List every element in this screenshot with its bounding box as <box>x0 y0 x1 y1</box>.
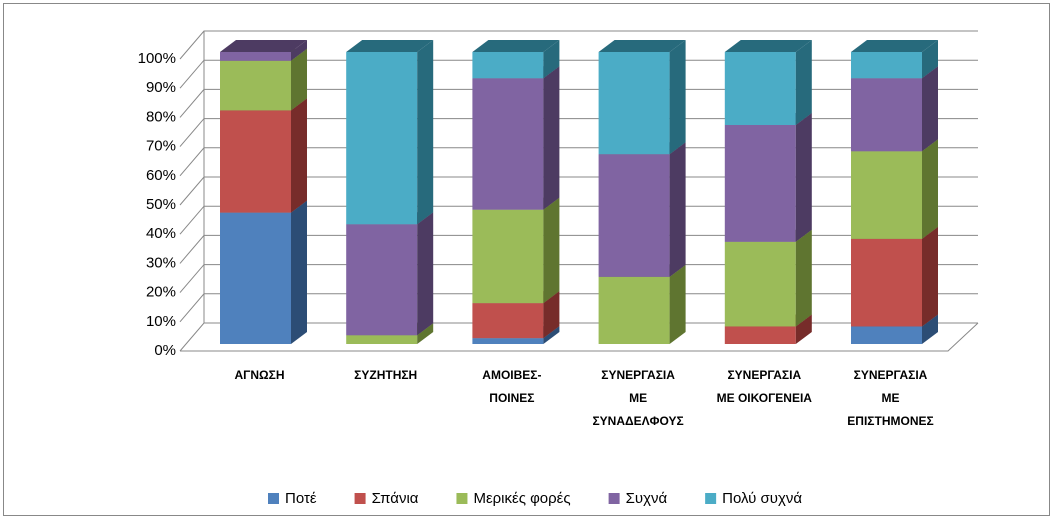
bar-segment <box>472 303 544 339</box>
bar-segment <box>724 326 796 344</box>
legend-swatch <box>354 493 366 504</box>
bar-top <box>472 40 560 52</box>
x-tick-label: ΑΓΝΩΣΗ <box>234 368 284 382</box>
bar-top <box>724 40 812 52</box>
bar-side <box>795 229 812 327</box>
y-tick-label: 60% <box>146 167 176 184</box>
bar-segment <box>220 52 291 61</box>
y-tick-label: 100% <box>138 50 176 67</box>
bar-side <box>417 212 434 336</box>
y-tick-label: 70% <box>146 138 176 155</box>
legend-swatch <box>456 493 468 504</box>
x-tick-label: ΑΜΟΙΒΕΣ-ΠΟΙΝΕΣ <box>482 368 541 405</box>
bar-side <box>922 226 938 327</box>
y-tick-label: 20% <box>146 284 176 301</box>
bar-segment <box>346 224 418 336</box>
legend-swatch <box>705 493 717 504</box>
bar-side <box>922 314 938 344</box>
bar-side <box>922 139 938 239</box>
bar-side <box>669 142 686 277</box>
bar-side <box>291 40 307 61</box>
bar-segment <box>220 110 291 213</box>
floor-edge <box>180 322 979 352</box>
legend-swatch <box>268 493 279 504</box>
bar-segment <box>851 52 922 79</box>
x-tick-label: ΣΥΝΕΡΓΑΣΙΑ ΜΕ ΟΙΚΟΓΕΝΕΙΑ <box>717 368 813 405</box>
bar-side <box>543 326 560 344</box>
bar-segment <box>346 335 418 344</box>
bar-side <box>922 40 938 79</box>
y-tick-label: 40% <box>146 225 176 242</box>
bar-side <box>543 197 560 304</box>
bar-segment <box>598 276 670 344</box>
bar-side <box>543 66 560 210</box>
y-tick-label: 10% <box>146 313 176 330</box>
bar-segment <box>472 78 544 210</box>
bar-segment <box>598 52 670 155</box>
bar-side <box>417 40 434 225</box>
y-tick-label: 50% <box>146 196 176 213</box>
bar-side <box>543 40 560 79</box>
bar-segment <box>724 125 796 242</box>
y-tick-label: 0% <box>154 342 176 359</box>
x-tick-label: ΣΥΖΗΤΗΣΗ <box>354 368 417 382</box>
y-tick-label: 80% <box>146 108 176 125</box>
legend-label: Ποτέ <box>285 490 317 507</box>
bar-side <box>291 98 307 213</box>
y-tick-label: 90% <box>146 79 176 96</box>
bar-segment <box>472 209 544 304</box>
bar-side <box>922 66 938 152</box>
y-tick-label: 30% <box>146 254 176 271</box>
bar-top <box>220 40 307 52</box>
bar-segment <box>220 60 291 111</box>
x-tick-label: ΣΥΝΕΡΓΑΣΙΑ ΜΕ ΣΥΝΑΔΕΛΦΟΥΣ <box>592 368 683 428</box>
x-tick-label: ΣΥΝΕΡΓΑΣΙΑ ΜΕ ΕΠΙΣΤΗΜΟΝΕΣ <box>847 368 933 428</box>
legend-label: Συχνά <box>626 490 668 507</box>
bar-side <box>291 48 307 111</box>
bar-segment <box>472 338 544 344</box>
bar-segment <box>851 326 922 344</box>
bar-segment <box>851 238 922 327</box>
bar-side <box>291 200 307 344</box>
bar-side <box>417 323 434 344</box>
bar-segment <box>220 212 291 344</box>
legend-label: Σπάνια <box>372 490 419 507</box>
bar-segment <box>724 52 796 125</box>
bar-segment <box>472 52 544 79</box>
bar-side <box>669 264 686 344</box>
legend-label: Μερικές φορές <box>473 490 570 507</box>
bar-segment <box>346 52 418 225</box>
bar-side <box>795 40 812 125</box>
bar-segment <box>851 78 922 152</box>
bar-top <box>598 40 686 52</box>
bar-side <box>669 40 686 155</box>
bar-segment <box>598 154 670 277</box>
bar-top <box>851 40 938 52</box>
legend-swatch <box>608 493 620 504</box>
bar-side <box>543 291 560 339</box>
bar-segment <box>851 151 922 239</box>
legend-label: Πολύ συχνά <box>722 490 802 507</box>
bar-side <box>795 314 812 344</box>
bar-top <box>346 40 434 52</box>
bar-segment <box>724 241 796 327</box>
bar-side <box>795 113 812 242</box>
